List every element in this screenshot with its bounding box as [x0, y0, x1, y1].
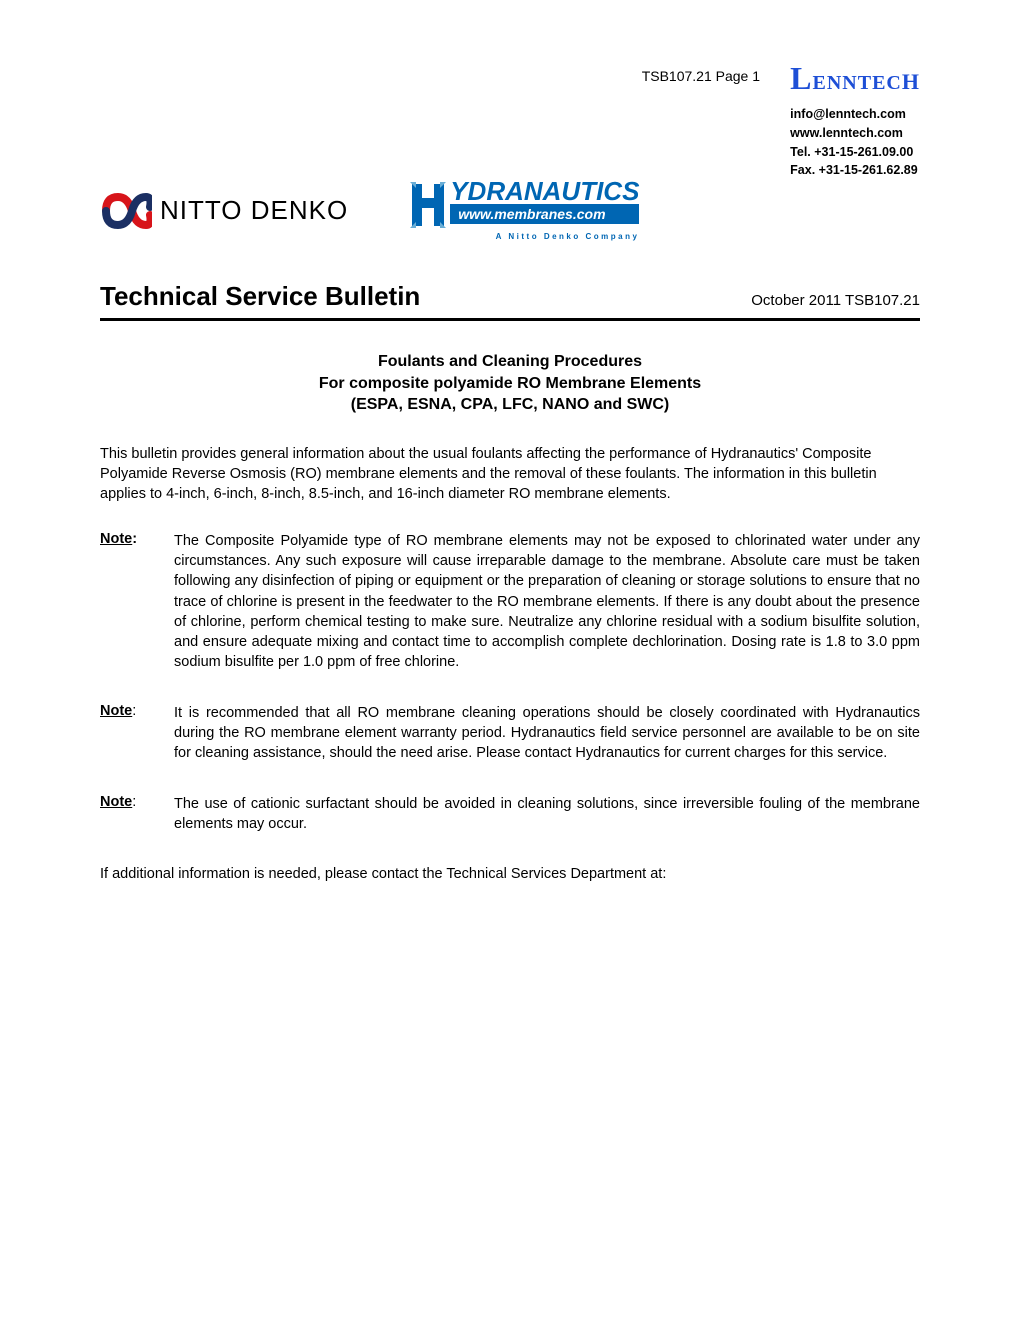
contact-email: info@lenntech.com: [790, 105, 920, 124]
hydranautics-logo: YDRANAUTICS www.membranes.com A Nitto De…: [408, 180, 639, 241]
page-indicator: TSB107.21 Page 1: [642, 68, 760, 84]
note-text-1: The Composite Polyamide type of RO membr…: [174, 531, 920, 673]
note-block-1: Note: The Composite Polyamide type of RO…: [100, 531, 920, 673]
logo-letter: h: [902, 60, 920, 96]
hydranautics-h-icon: [408, 180, 448, 230]
note-label-wrap: Note:: [100, 703, 156, 764]
hydra-main-text: YDRANAUTICS: [450, 180, 639, 203]
hydra-subtitle: A Nitto Denko Company: [456, 232, 640, 241]
note-label: Note: [100, 794, 132, 835]
subtitle-block: Foulants and Cleaning Procedures For com…: [100, 351, 920, 416]
note-text-2: It is recommended that all RO membrane c…: [174, 703, 920, 764]
lenntech-logo: Lenntech: [790, 60, 920, 97]
nitto-denko-logo: NITTO DENKO: [100, 191, 348, 231]
nitto-infinity-icon: [100, 191, 152, 231]
note-colon: :: [132, 794, 136, 835]
final-paragraph: If additional information is needed, ple…: [100, 864, 920, 884]
contact-website: www.lenntech.com: [790, 124, 920, 143]
bulletin-title: Technical Service Bulletin: [100, 281, 420, 312]
hydra-www-text: www.membranes.com: [450, 204, 639, 224]
subtitle-line-2: For composite polyamide RO Membrane Elem…: [100, 373, 920, 395]
hydra-top: YDRANAUTICS www.membranes.com: [408, 180, 639, 230]
subtitle-line-3: (ESPA, ESNA, CPA, LFC, NANO and SWC): [100, 394, 920, 416]
title-row: Technical Service Bulletin October 2011 …: [100, 281, 920, 321]
note-label: Note: [100, 703, 132, 764]
header-right-block: TSB107.21 Page 1 Lenntech info@lenntech.…: [790, 60, 920, 180]
note-colon: :: [132, 531, 137, 673]
contact-tel: Tel. +31-15-261.09.00: [790, 143, 920, 162]
logo-row: NITTO DENKO YDRANAUTICS www.membranes.co…: [100, 180, 920, 241]
subtitle-line-1: Foulants and Cleaning Procedures: [100, 351, 920, 373]
contact-block: info@lenntech.com www.lenntech.com Tel. …: [790, 105, 920, 180]
note-text-3: The use of cationic surfactant should be…: [174, 794, 920, 835]
note-label: Note: [100, 531, 132, 673]
intro-paragraph: This bulletin provides general informati…: [100, 444, 920, 505]
contact-fax: Fax. +31-15-261.62.89: [790, 161, 920, 180]
hydra-text-column: YDRANAUTICS www.membranes.com: [450, 180, 639, 224]
nitto-text: NITTO DENKO: [160, 195, 348, 226]
logo-letter: L: [790, 60, 812, 96]
note-colon: :: [132, 703, 136, 764]
logo-mid: enntec: [813, 65, 902, 96]
note-block-2: Note: It is recommended that all RO memb…: [100, 703, 920, 764]
note-label-wrap: Note:: [100, 794, 156, 835]
note-block-3: Note: The use of cationic surfactant sho…: [100, 794, 920, 835]
note-label-wrap: Note:: [100, 531, 156, 673]
bulletin-date: October 2011 TSB107.21: [751, 292, 920, 309]
